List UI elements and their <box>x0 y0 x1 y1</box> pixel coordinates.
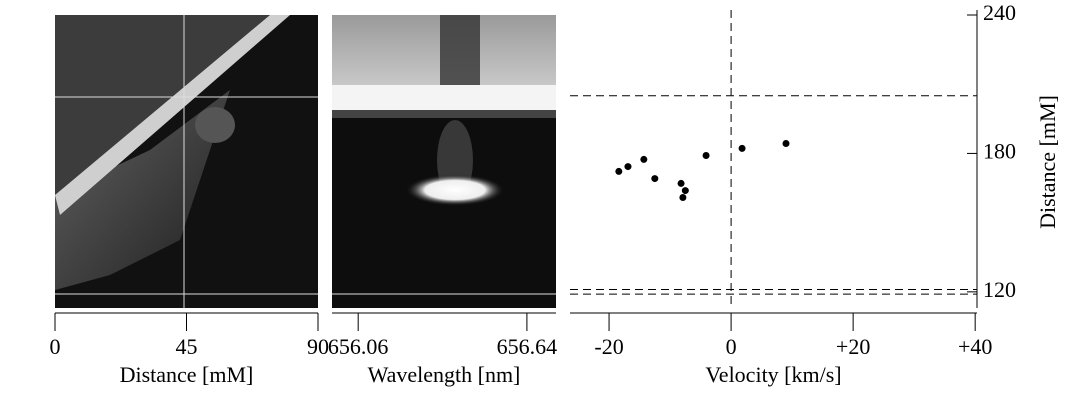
data-point <box>651 175 659 183</box>
x-axis-label: Velocity [km/s] <box>705 362 841 387</box>
data-point <box>702 152 710 160</box>
data-point <box>738 144 746 152</box>
x-tick-label: 90 <box>307 334 329 359</box>
image-panel-2 <box>332 15 556 308</box>
y-tick-label: 120 <box>983 277 1016 302</box>
x-tick-label: +40 <box>958 334 992 359</box>
x-tick-label: 0 <box>726 334 737 359</box>
y-tick-label: 240 <box>983 0 1016 25</box>
data-point <box>681 187 689 195</box>
x-tick-label: 656.06 <box>328 334 389 359</box>
x-tick-label: +20 <box>836 334 870 359</box>
x-tick-label: 45 <box>176 334 198 359</box>
y-tick-label: 180 <box>983 138 1016 163</box>
data-point <box>782 140 790 148</box>
x-tick-label: 656.64 <box>497 334 558 359</box>
data-point <box>640 155 648 163</box>
x-axis-label: Wavelength [nm] <box>368 362 521 387</box>
data-point <box>679 193 687 201</box>
data-point <box>677 179 685 187</box>
x-tick-label: -20 <box>594 334 623 359</box>
data-point <box>624 163 632 171</box>
x-tick-label: 0 <box>50 334 61 359</box>
image-panel-1 <box>55 15 318 308</box>
x-axis-label: Distance [mM] <box>120 362 254 387</box>
data-point <box>615 167 623 175</box>
y-axis-label: Distance [mM] <box>1035 95 1060 229</box>
